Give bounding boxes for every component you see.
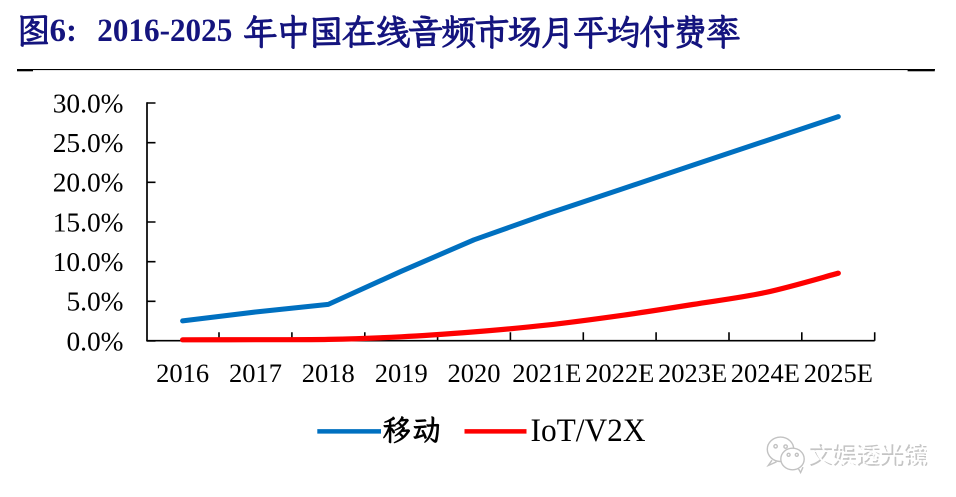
svg-text:10.0%: 10.0% [53, 247, 124, 277]
svg-text:2021E: 2021E [512, 358, 581, 388]
svg-text:2019: 2019 [375, 358, 428, 388]
svg-text:30.0%: 30.0% [53, 88, 124, 118]
svg-text:6:: 6: [50, 13, 78, 49]
svg-text:2023E: 2023E [658, 358, 727, 388]
svg-text:2024E: 2024E [731, 358, 800, 388]
svg-text:2016-2025: 2016-2025 [97, 13, 232, 49]
svg-text:5.0%: 5.0% [66, 287, 123, 317]
svg-text:2022E: 2022E [585, 358, 654, 388]
svg-text:20.0%: 20.0% [53, 168, 124, 198]
svg-text:2017: 2017 [229, 358, 282, 388]
svg-text:0.0%: 0.0% [66, 326, 123, 356]
svg-text:25.0%: 25.0% [53, 128, 124, 158]
svg-text:2025E: 2025E [804, 358, 873, 388]
svg-text:IoT/V2X: IoT/V2X [531, 413, 646, 449]
svg-text:2020: 2020 [448, 358, 501, 388]
svg-text:2016: 2016 [156, 358, 209, 388]
svg-text:15.0%: 15.0% [53, 207, 124, 237]
svg-text:2018: 2018 [302, 358, 355, 388]
